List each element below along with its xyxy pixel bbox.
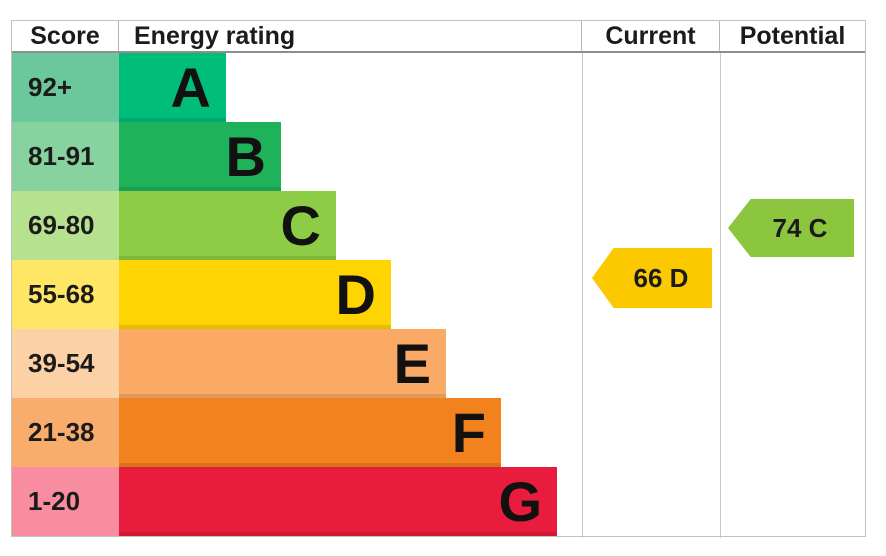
table-header-row: Score Energy rating Current Potential [12, 21, 865, 53]
header-score: Score [12, 21, 119, 51]
table-body: 92+ A 81-91 B 69-80 [12, 53, 865, 538]
band-c-score-range: 69-80 [28, 210, 95, 240]
band-b-score-cell: 81-91 [12, 122, 119, 191]
band-a-score-cell: 92+ [12, 53, 119, 122]
band-d-bar: D [119, 260, 391, 329]
band-f-score-range: 21-38 [28, 417, 95, 447]
current-column-divider [582, 53, 583, 538]
band-b-bar: B [119, 122, 281, 191]
band-f-score-cell: 21-38 [12, 398, 119, 467]
band-b-letter: B [225, 125, 266, 188]
band-d-letter: D [335, 263, 376, 326]
potential-rating-arrow: 74 C [728, 199, 854, 257]
band-g-score-cell: 1-20 [12, 467, 119, 536]
band-e-score-range: 39-54 [28, 348, 95, 378]
band-e-bar: E [119, 329, 446, 398]
band-rows: 92+ A 81-91 B 69-80 [12, 53, 582, 536]
band-row-e: 39-54 E [12, 329, 582, 398]
band-c-bar: C [119, 191, 336, 260]
band-c-score-cell: 69-80 [12, 191, 119, 260]
epc-table: Score Energy rating Current Potential 92… [11, 20, 866, 538]
band-g-score-range: 1-20 [28, 486, 81, 516]
band-row-g: 1-20 G [12, 467, 582, 536]
header-energy-rating: Energy rating [134, 22, 296, 50]
band-a-score-range: 92+ [28, 72, 73, 102]
band-d-score-cell: 55-68 [12, 260, 119, 329]
band-row-a: 92+ A [12, 53, 582, 122]
potential-rating-label: 74 C [772, 212, 828, 243]
band-f-bar: F [119, 398, 501, 467]
band-row-f: 21-38 F [12, 398, 582, 467]
band-g-letter: G [498, 470, 542, 533]
band-e-score-cell: 39-54 [12, 329, 119, 398]
band-a-letter: A [170, 56, 211, 119]
band-f-letter: F [451, 401, 486, 464]
band-b-score-range: 81-91 [28, 141, 95, 171]
band-c-letter: C [280, 194, 321, 257]
band-row-c: 69-80 C [12, 191, 582, 260]
potential-column-divider [720, 53, 721, 538]
band-a-bar: A [119, 53, 226, 122]
band-g-bar: G [119, 467, 557, 536]
current-rating-label: 66 D [633, 262, 689, 293]
band-row-d: 55-68 D [12, 260, 582, 329]
band-e-letter: E [393, 332, 431, 395]
band-d-score-range: 55-68 [28, 279, 95, 309]
current-rating-arrow: 66 D [592, 248, 712, 308]
header-current: Current [581, 21, 719, 51]
header-potential: Potential [719, 21, 865, 51]
band-row-b: 81-91 B [12, 122, 582, 191]
